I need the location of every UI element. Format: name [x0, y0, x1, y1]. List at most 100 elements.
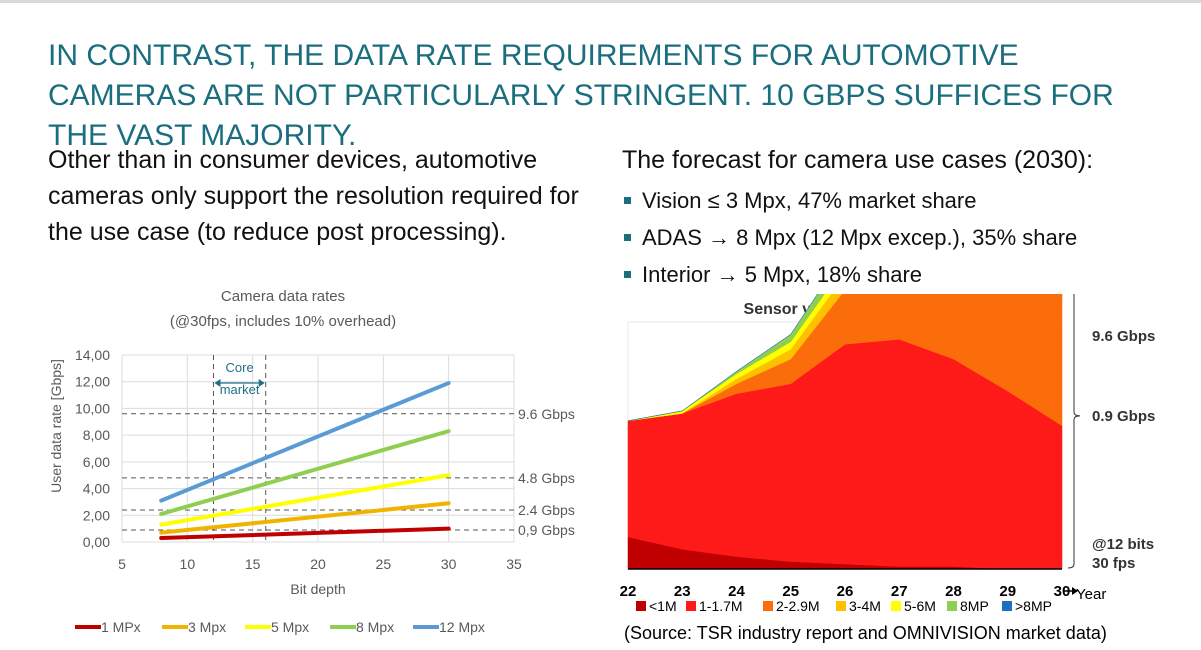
legend-item-3-mpx: 3 Mpx	[162, 619, 226, 635]
legend-label: 2-2.9M	[776, 598, 820, 614]
reference-lines: 9.6 Gbps 4.8 Gbps 2.4 Gbps 0,9 Gbps	[122, 406, 575, 538]
right-chart-ticks: 22 23 24 25 26 27 28 29 30	[620, 583, 1078, 600]
x-tick-label: 15	[245, 556, 261, 572]
series-line-5-mpx	[159, 473, 451, 527]
left-chart-subtitle: (@30fps, includes 10% overhead)	[170, 313, 396, 330]
forecast-bullet-list: Vision ≤ 3 Mpx, 47% market share ADAS → …	[622, 182, 1192, 293]
left-chart-title: Camera data rates	[221, 288, 345, 305]
y-tick-label: 10,00	[75, 400, 110, 416]
bullet-vision: Vision ≤ 3 Mpx, 47% market share	[622, 182, 1192, 219]
left-chart-xlabel: Bit depth	[290, 581, 345, 597]
legend-swatch	[947, 601, 957, 611]
legend-item-8mp: 8MP	[947, 598, 989, 614]
x-tick-label: 35	[506, 556, 522, 572]
year-tick-29: 29	[999, 583, 1016, 600]
left-chart-ylabel: User data rate [Gbps]	[48, 359, 64, 493]
year-axis-arrowhead	[1072, 587, 1078, 595]
legend-label: 3 Mpx	[188, 619, 226, 635]
year-tick-25: 25	[782, 583, 799, 600]
annotation-0-9-gbps: 0.9 Gbps	[1092, 408, 1155, 425]
sensor-volume-chart: Sensor volume estimate by resolution 222…	[620, 294, 1155, 643]
source-note: (Source: TSR industry report and OMNIVIS…	[624, 623, 1107, 643]
x-tick-label: 25	[376, 556, 392, 572]
left-chart-ticks: 0,00 2,00 4,00 6,00 8,00 10,00 12,00 14,00 5 10 15…	[75, 347, 522, 572]
x-tick-label: 30	[441, 556, 457, 572]
legend-label: 8 Mpx	[356, 619, 394, 635]
year-tick-22: 22	[620, 583, 637, 600]
core-market-arrowhead-right	[258, 379, 265, 387]
reference-label-9-6-gbps: 9.6 Gbps	[518, 406, 575, 422]
brace-0-9-gbps	[1067, 294, 1081, 569]
legend-label: 12 Mpx	[439, 619, 485, 635]
y-tick-label: 14,00	[75, 347, 110, 363]
x-tick-label: 20	[310, 556, 326, 572]
year-tick-28: 28	[945, 583, 962, 600]
legend-label: <1M	[649, 598, 677, 614]
y-tick-label: 8,00	[83, 427, 110, 443]
legend-item-3-4m: 3-4M	[836, 598, 881, 614]
encoding-note-line1: @12 bits	[1092, 536, 1154, 553]
reference-label-2-4-gbps: 2.4 Gbps	[518, 502, 575, 518]
legend-swatch	[836, 601, 846, 611]
core-market-region	[212, 355, 267, 542]
series-line-1-mpx	[159, 526, 451, 540]
reference-label-0-9-gbps: 0,9 Gbps	[518, 522, 575, 538]
forecast-heading: The forecast for camera use cases (2030)…	[622, 146, 1094, 174]
legend-item-1-mpx: 1 MPx	[75, 619, 141, 635]
legend-item-2-2-9m: 2-2.9M	[763, 598, 820, 614]
right-chart-legend: <1M 1-1.7M 2-2.9M 3-4M 5-6M 8MP >8MP	[636, 598, 1052, 614]
legend-label: 1 MPx	[101, 619, 141, 635]
legend-label: 3-4M	[849, 598, 881, 614]
legend-label: >8MP	[1015, 598, 1052, 614]
series-line-8-mpx	[159, 429, 451, 516]
legend-label: 1-1.7M	[699, 598, 743, 614]
legend-swatch	[1002, 601, 1012, 611]
legend-swatch	[686, 601, 696, 611]
area-8mp	[627, 294, 818, 422]
right-chart-areas	[627, 294, 1063, 570]
legend-item-1-1-7m: 1-1.7M	[686, 598, 743, 614]
legend-item-8-mpx: 8 Mpx	[330, 619, 394, 635]
y-tick-label: 0,00	[83, 534, 110, 550]
y-tick-label: 12,00	[75, 374, 110, 390]
y-tick-label: 4,00	[83, 481, 110, 497]
y-tick-label: 2,00	[83, 507, 110, 523]
left-chart-series	[159, 381, 451, 540]
x-tick-label: 5	[118, 556, 126, 572]
x-tick-label: 10	[180, 556, 196, 572]
encoding-note-line2: 30 fps	[1092, 555, 1135, 572]
year-tick-26: 26	[837, 583, 854, 600]
legend-item-8mp: >8MP	[1002, 598, 1052, 614]
legend-label: 5 Mpx	[271, 619, 309, 635]
top-border	[0, 0, 1201, 3]
series-line-3-mpx	[159, 501, 451, 535]
core-market-label-line1: Core	[226, 360, 254, 375]
annotation-9-6-gbps: 9.6 Gbps	[1092, 328, 1155, 345]
core-market-arrowhead-left	[214, 379, 221, 387]
left-chart-legend: 1 MPx 3 Mpx 5 Mpx 8 Mpx 12 Mpx	[75, 619, 485, 635]
year-tick-24: 24	[728, 583, 745, 600]
legend-item-5-6m: 5-6M	[891, 598, 936, 614]
legend-item-1m: <1M	[636, 598, 677, 614]
left-chart-grid	[121, 354, 515, 543]
year-tick-27: 27	[891, 583, 908, 600]
legend-swatch	[763, 601, 773, 611]
camera-data-rates-chart: Camera data rates (@30fps, includes 10% …	[48, 288, 575, 635]
legend-label: 8MP	[960, 598, 989, 614]
legend-item-5-mpx: 5 Mpx	[245, 619, 309, 635]
left-description: Other than in consumer devices, automoti…	[48, 146, 579, 246]
bullet-adas: ADAS → 8 Mpx (12 Mpx excep.), 35% share	[622, 219, 1192, 256]
legend-item-12-mpx: 12 Mpx	[413, 619, 485, 635]
right-chart-xlabel: Year	[1076, 586, 1106, 603]
reference-label-4-8-gbps: 4.8 Gbps	[518, 470, 575, 486]
legend-swatch	[891, 601, 901, 611]
core-market-label-line2: market	[220, 382, 260, 397]
y-tick-label: 6,00	[83, 454, 110, 470]
year-tick-23: 23	[674, 583, 691, 600]
series-line-12-mpx	[159, 381, 451, 503]
legend-swatch	[636, 601, 646, 611]
year-tick-30: 30	[1054, 583, 1071, 600]
bullet-interior: Interior → 5 Mpx, 18% share	[622, 256, 1192, 293]
slide-title: IN CONTRAST, THE DATA RATE REQUIREMENTS …	[48, 39, 1114, 152]
